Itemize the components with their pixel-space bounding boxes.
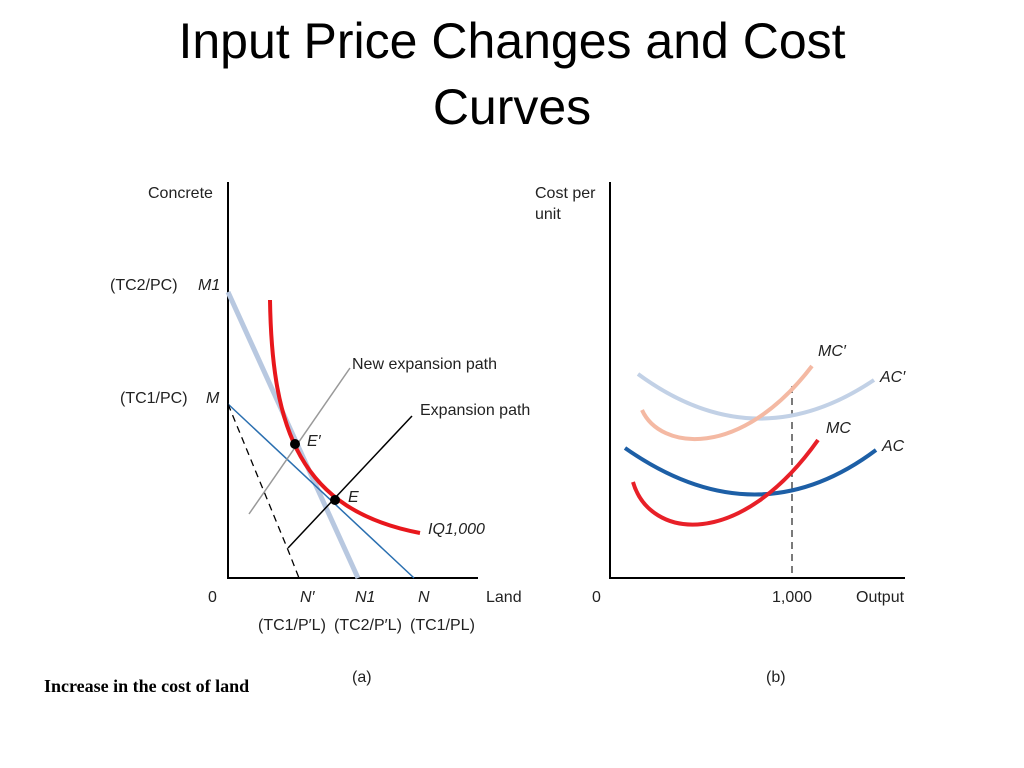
panel-a: Concrete (TC2/PC) M1 (TC1/PC) M New expa… [110, 182, 530, 686]
dashed-budget-line [227, 403, 300, 579]
panel-b: Cost per unit MC′ AC′ MC AC 0 1,000 Outp… [535, 182, 906, 686]
panel-a-y-axis-label: Concrete [148, 185, 213, 202]
point-e-prime-label: E′ [307, 433, 322, 450]
n-label: N [418, 589, 430, 606]
mc-label: MC [826, 420, 851, 437]
isoquant-label: IQ1,000 [428, 521, 485, 538]
slide-title: Input Price Changes and Cost Curves [0, 8, 1024, 140]
m-intercept-label: (TC1/PC) [120, 390, 188, 407]
panel-b-origin: 0 [592, 589, 601, 606]
n1-value-label: (TC2/P′L) [334, 617, 402, 634]
point-e-prime [290, 439, 300, 449]
expansion-path-label: Expansion path [420, 402, 530, 419]
new-expansion-path-line [248, 367, 351, 515]
panel-b-x-axis-label: Output [856, 589, 905, 606]
n-prime-value-label: (TC1/P′L) [258, 617, 326, 634]
point-e-label: E [348, 489, 359, 506]
mc-prime-curve [640, 364, 814, 442]
ac-curve [623, 446, 878, 497]
ac-prime-curve [636, 372, 876, 421]
slide-title-line-1: Input Price Changes and Cost [178, 13, 846, 69]
ac-prime-label: AC′ [879, 369, 906, 386]
new-budget-line [225, 290, 361, 580]
panel-a-label: (a) [352, 669, 372, 686]
mc-curve [631, 438, 820, 527]
new-expansion-path-label: New expansion path [352, 356, 497, 373]
m-label: M [206, 390, 220, 407]
panel-b-y-axis-label-line-1: Cost per [535, 185, 596, 202]
slide-title-line-2: Curves [432, 79, 592, 135]
m1-intercept-label: (TC2/PC) [110, 277, 178, 294]
figure-caption: Increase in the cost of land [44, 676, 250, 696]
isoquant-curve [268, 299, 421, 535]
panel-b-label: (b) [766, 669, 786, 686]
panel-a-origin: 0 [208, 589, 217, 606]
output-tick-label: 1,000 [772, 589, 812, 606]
panel-b-y-axis-label-line-2: unit [535, 206, 561, 223]
expansion-path-line [287, 415, 413, 549]
n1-label: N1 [355, 589, 375, 606]
budget-line [227, 403, 415, 579]
m1-label: M1 [198, 277, 220, 294]
panel-a-x-axis-label: Land [486, 589, 522, 606]
n-value-label: (TC1/PL) [410, 617, 475, 634]
ac-label: AC [881, 438, 905, 455]
mc-prime-label: MC′ [818, 343, 847, 360]
point-e [330, 495, 340, 505]
n-prime-label: N′ [300, 589, 316, 606]
